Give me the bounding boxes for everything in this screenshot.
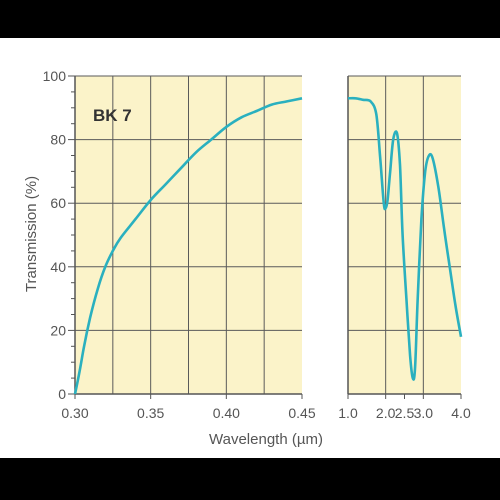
panel-visible-range: BK 7 0 20 40 60 80 100 0.30 0.35 0.40 0.45 bbox=[43, 68, 316, 421]
x-tick-label: 0.35 bbox=[137, 405, 164, 421]
axes-right bbox=[347, 76, 462, 399]
y-tick-label: 0 bbox=[58, 386, 66, 402]
x-axis-label: Wavelength (µm) bbox=[209, 431, 323, 448]
series-line-right bbox=[347, 96, 463, 381]
y-tick-label: 80 bbox=[50, 132, 66, 148]
x-tick-label: 0.45 bbox=[288, 405, 315, 421]
y-tick-labels: 0 20 40 60 80 100 bbox=[43, 68, 67, 402]
panel-infrared-range: 1.0 2.0 2.5 3.0 4.0 bbox=[338, 75, 471, 421]
x-tick-label: 4.0 bbox=[451, 405, 471, 421]
panel-annotation: BK 7 bbox=[93, 106, 132, 125]
x-tick-label: 3.0 bbox=[414, 405, 434, 421]
x-tick-label: 0.30 bbox=[61, 405, 88, 421]
series-line-left bbox=[73, 97, 303, 395]
y-tick-label: 20 bbox=[50, 322, 66, 338]
x-tick-label: 2.5 bbox=[395, 405, 415, 421]
y-tick-label: 100 bbox=[43, 68, 67, 84]
y-tick-label: 60 bbox=[50, 195, 66, 211]
x-tick-label: 0.40 bbox=[213, 405, 240, 421]
x-tick-label: 1.0 bbox=[338, 405, 358, 421]
grid-left bbox=[75, 75, 302, 394]
y-tick-label: 40 bbox=[50, 259, 66, 275]
y-axis-label: Transmission (%) bbox=[23, 176, 40, 292]
x-tick-labels-left: 0.30 0.35 0.40 0.45 bbox=[61, 405, 315, 421]
x-tick-labels-right: 1.0 2.0 2.5 3.0 4.0 bbox=[338, 405, 471, 421]
x-tick-label: 2.0 bbox=[376, 405, 396, 421]
axes-left bbox=[68, 75, 303, 399]
plot-area-right bbox=[348, 76, 461, 394]
